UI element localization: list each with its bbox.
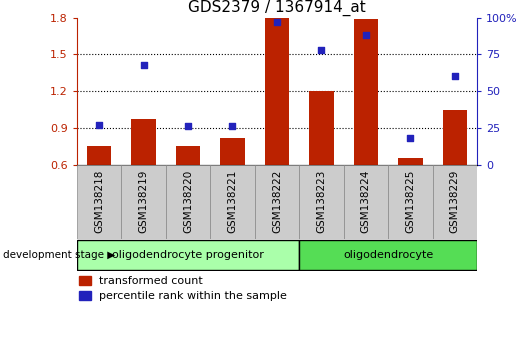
Bar [87, 146, 111, 165]
Point [95, 122, 103, 128]
Point [450, 74, 459, 79]
Point [184, 124, 192, 129]
Point [406, 135, 414, 141]
Point [139, 62, 148, 68]
Bar [131, 119, 156, 165]
Point [228, 124, 237, 129]
Text: GSM138224: GSM138224 [361, 170, 371, 234]
Bar [166, 165, 210, 239]
Bar [299, 165, 343, 239]
Bar [354, 19, 378, 165]
Bar [121, 165, 166, 239]
Point [272, 19, 281, 25]
Text: oligodendrocyte: oligodendrocyte [343, 250, 433, 260]
Text: GSM138223: GSM138223 [316, 170, 326, 234]
Bar [220, 138, 245, 165]
Bar [343, 165, 388, 239]
Text: GSM138219: GSM138219 [138, 170, 148, 234]
Bar [388, 165, 432, 239]
Bar [309, 91, 333, 165]
Point [361, 33, 370, 38]
Bar [299, 240, 477, 270]
Bar [210, 165, 255, 239]
Bar [79, 276, 91, 285]
Text: percentile rank within the sample: percentile rank within the sample [99, 291, 287, 301]
Point [317, 47, 325, 53]
Text: GSM138225: GSM138225 [405, 170, 416, 234]
Text: GSM138218: GSM138218 [94, 170, 104, 234]
Text: GSM138229: GSM138229 [450, 170, 460, 234]
Bar [255, 165, 299, 239]
Bar [77, 240, 299, 270]
Bar [77, 165, 121, 239]
Bar [432, 165, 477, 239]
Bar [79, 291, 91, 299]
Bar [176, 146, 200, 165]
Text: GSM138222: GSM138222 [272, 170, 282, 234]
Text: development stage ▶: development stage ▶ [3, 250, 115, 260]
Title: GDS2379 / 1367914_at: GDS2379 / 1367914_at [188, 0, 366, 16]
Bar [264, 18, 289, 165]
Text: oligodendrocyte progenitor: oligodendrocyte progenitor [112, 250, 264, 260]
Text: GSM138220: GSM138220 [183, 170, 193, 233]
Bar [398, 159, 422, 165]
Bar [443, 109, 467, 165]
Text: transformed count: transformed count [99, 275, 202, 286]
Text: GSM138221: GSM138221 [227, 170, 237, 234]
